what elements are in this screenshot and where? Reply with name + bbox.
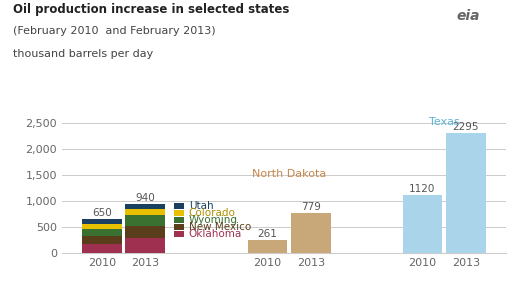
Bar bbox=[82, 244, 122, 253]
Bar bbox=[82, 236, 122, 244]
Text: 779: 779 bbox=[301, 202, 321, 212]
Bar bbox=[82, 229, 122, 236]
Bar bbox=[125, 238, 165, 253]
Bar bbox=[174, 203, 184, 209]
Bar bbox=[125, 204, 165, 209]
Text: Colorado: Colorado bbox=[189, 208, 236, 218]
Text: Utah: Utah bbox=[189, 201, 213, 211]
Bar bbox=[291, 213, 331, 253]
Text: 261: 261 bbox=[257, 229, 278, 239]
Text: (February 2010  and February 2013): (February 2010 and February 2013) bbox=[13, 26, 216, 36]
Bar bbox=[248, 240, 287, 253]
Text: North Dakota: North Dakota bbox=[252, 169, 326, 179]
Bar bbox=[82, 219, 122, 223]
Text: 2295: 2295 bbox=[453, 122, 479, 132]
Bar bbox=[174, 210, 184, 216]
Bar bbox=[125, 215, 165, 226]
Text: eia: eia bbox=[456, 9, 480, 23]
Bar bbox=[402, 195, 442, 253]
Text: Oil production increase in selected states: Oil production increase in selected stat… bbox=[13, 3, 289, 16]
Bar bbox=[446, 133, 486, 253]
Bar bbox=[82, 223, 122, 229]
Bar bbox=[174, 217, 184, 223]
Text: 650: 650 bbox=[92, 209, 112, 219]
Text: New Mexico: New Mexico bbox=[189, 222, 251, 232]
Bar bbox=[125, 226, 165, 238]
Text: 1120: 1120 bbox=[409, 184, 436, 194]
Text: Oklahoma: Oklahoma bbox=[189, 229, 242, 239]
Text: 940: 940 bbox=[135, 193, 155, 203]
Text: thousand barrels per day: thousand barrels per day bbox=[13, 49, 153, 59]
Bar bbox=[125, 209, 165, 215]
Text: Texas: Texas bbox=[429, 117, 459, 127]
Bar bbox=[174, 231, 184, 237]
Bar bbox=[174, 224, 184, 230]
Text: Wyoming: Wyoming bbox=[189, 215, 238, 225]
